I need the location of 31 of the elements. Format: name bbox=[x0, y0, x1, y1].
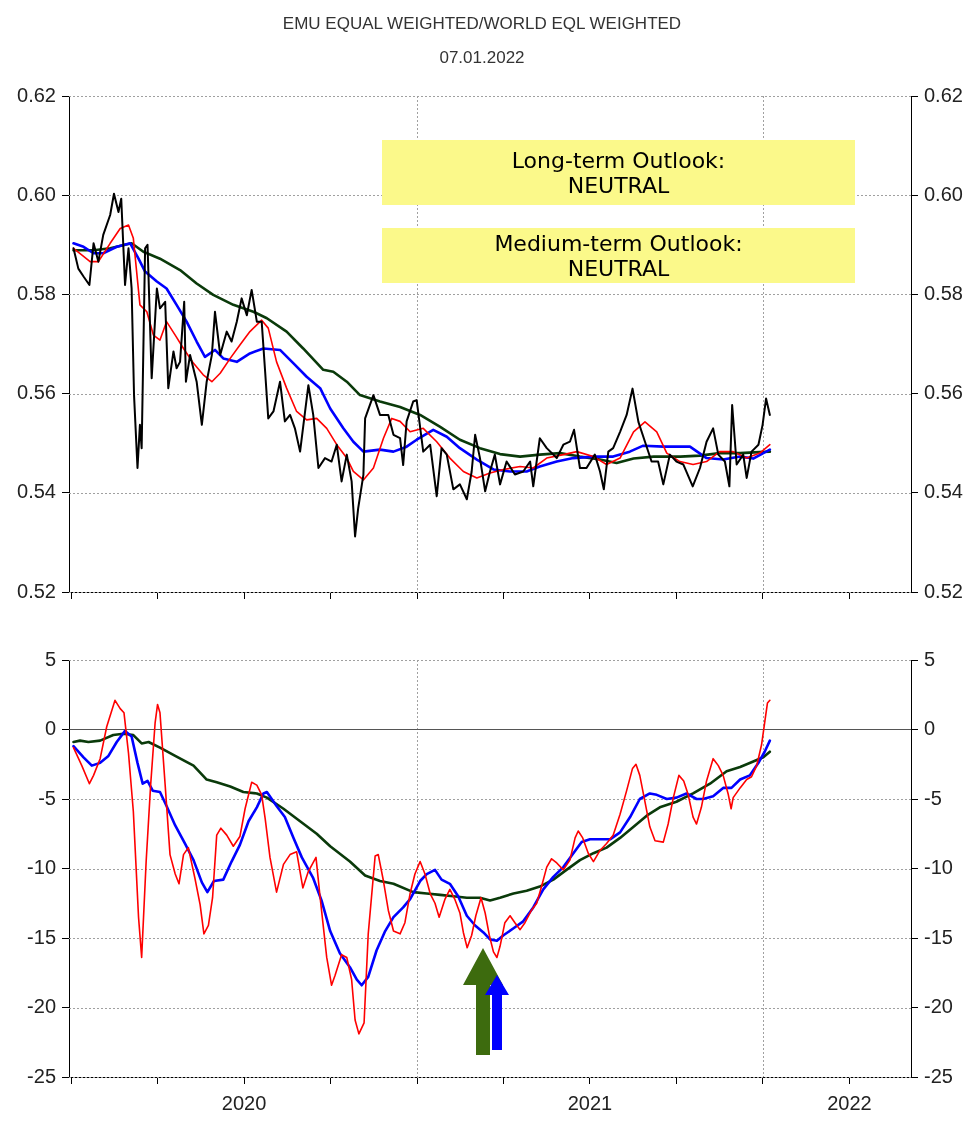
y-tick-label: -15 bbox=[27, 925, 56, 948]
x-tick-label: 2020 bbox=[221, 1091, 267, 1114]
y-tick-label: 0.62 bbox=[17, 83, 56, 106]
y-tick-label: -10 bbox=[27, 856, 56, 879]
y-tick-label: 0.60 bbox=[17, 182, 56, 205]
y2-tick-label: 0.54 bbox=[924, 480, 963, 503]
chart-subtitle: 07.01.2022 bbox=[438, 48, 526, 68]
y-tick-label: 0 bbox=[44, 717, 56, 740]
y-tick-label: 0.58 bbox=[17, 281, 56, 304]
y2-tick-label: -25 bbox=[924, 1064, 953, 1087]
y2-tick-label: 0.56 bbox=[924, 381, 963, 404]
x-tick-label: 2022 bbox=[827, 1091, 872, 1114]
y-tick-label: 0.52 bbox=[17, 579, 56, 602]
y2-tick-label: -10 bbox=[924, 856, 953, 879]
y2-tick-label: -15 bbox=[924, 925, 953, 948]
y2-tick-label: 0.58 bbox=[924, 281, 963, 304]
y2-tick-label: 5 bbox=[924, 647, 936, 670]
y-tick-label: 0.56 bbox=[17, 381, 56, 404]
y-tick-label: -20 bbox=[27, 995, 56, 1018]
y-tick-label: 0.54 bbox=[17, 480, 56, 503]
y2-tick-label: 0.52 bbox=[924, 579, 963, 602]
y2-tick-label: -5 bbox=[924, 786, 942, 809]
y2-tick-label: 0.60 bbox=[924, 182, 963, 205]
y-tick-label: -25 bbox=[27, 1064, 56, 1087]
y2-tick-label: -20 bbox=[924, 995, 953, 1018]
y2-tick-label: 0 bbox=[924, 717, 936, 740]
y-tick-label: -5 bbox=[38, 786, 56, 809]
y2-tick-label: 0.62 bbox=[924, 83, 963, 106]
y-tick-label: 5 bbox=[44, 647, 56, 670]
chart-title: EMU EQUAL WEIGHTED/WORLD EQL WEIGHTED bbox=[281, 14, 683, 34]
x-tick-label: 2021 bbox=[567, 1091, 613, 1114]
